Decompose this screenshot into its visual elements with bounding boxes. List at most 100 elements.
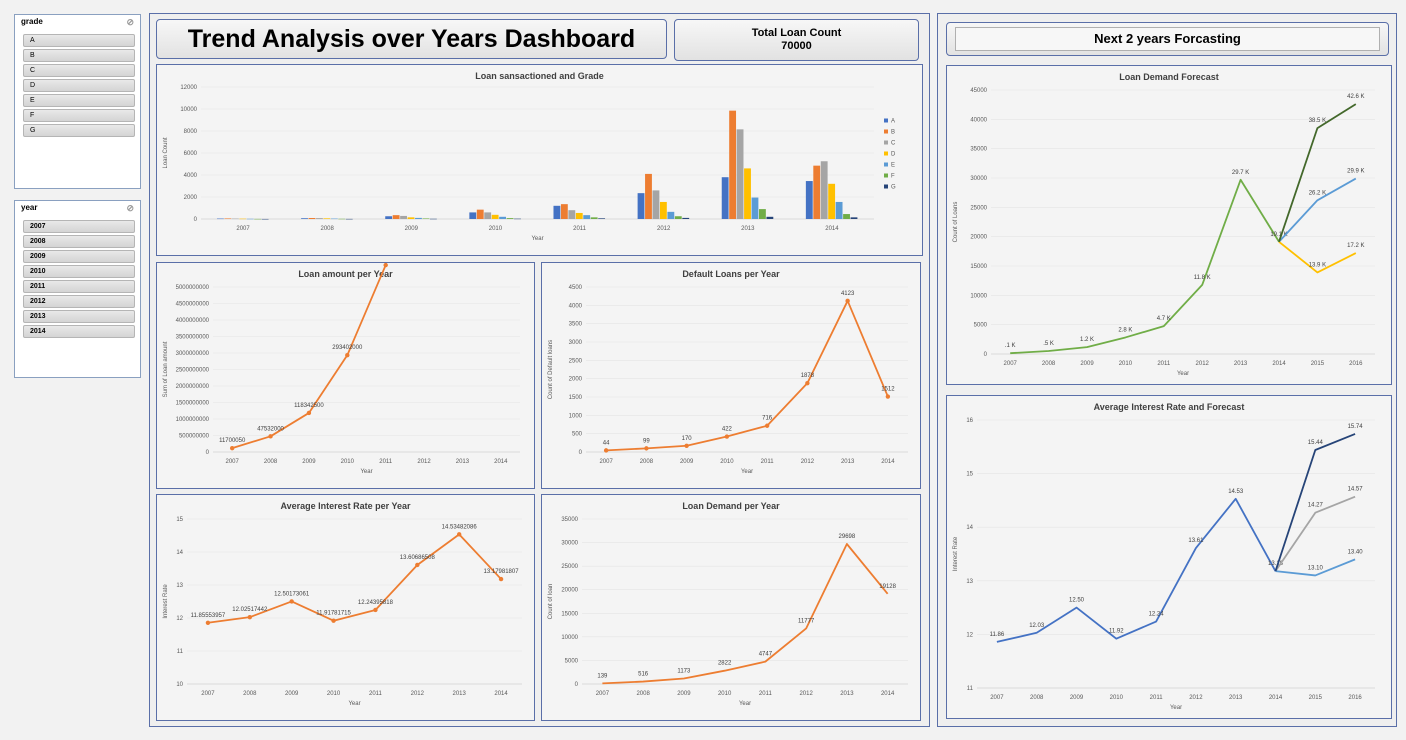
grade-slicer-item[interactable]: A [23,34,135,47]
filter-clear-icon[interactable]: ⊘ [126,203,134,214]
bar [722,177,729,219]
x-tick-label: 2014 [825,226,839,232]
grade-slicer-item[interactable]: D [23,79,135,92]
grade-slicer-header: grade ⊘ [15,15,140,33]
data-label: 1.2 K [1080,337,1094,343]
y-axis-label: Interest Rate [163,584,169,619]
year-slicer-item[interactable]: 2007 [23,220,135,233]
year-slicer-item[interactable]: 2010 [23,265,135,278]
y-axis-label: Count of loan [548,584,554,620]
x-tick-label: 2012 [417,459,431,465]
bar [247,219,254,220]
legend-label: A [891,119,895,125]
data-label: 716 [762,416,773,422]
data-label: 11.8 K [1194,275,1211,281]
legend-label: F [891,174,895,180]
grade-slicer-item[interactable]: E [23,94,135,107]
x-tick-label: 2015 [1309,695,1323,701]
x-tick-label: 2014 [1269,695,1283,701]
data-point [457,532,461,536]
data-label: 2822 [718,661,732,667]
data-label: 293402000 [332,345,363,351]
bar [851,217,858,219]
data-label: 12.24395818 [358,600,394,606]
bar [217,219,224,220]
year-slicer-item[interactable]: 2008 [23,235,135,248]
x-tick-label: 2016 [1348,695,1362,701]
grade-slicer-item[interactable]: C [23,64,135,77]
y-tick-label: 25000 [970,205,987,211]
data-label: 4747 [759,652,773,658]
legend-label: D [891,152,896,158]
data-point [383,263,387,267]
chart-title: Loan Demand per Year [682,501,780,511]
x-axis-label: Year [741,469,753,475]
year-slicer[interactable]: year ⊘ 2007 2008 2009 2010 2011 2012 2013 2014 [14,200,141,378]
year-slicer-item[interactable]: 2009 [23,250,135,263]
year-slicer-item[interactable]: 2011 [23,280,135,293]
bar [583,215,590,219]
year-slicer-item[interactable]: 2013 [23,310,135,323]
data-label: 11.91781715 [316,611,351,617]
y-tick-label: 500 [572,432,583,438]
legend-label: G [891,185,896,191]
bar [239,219,246,220]
legend-swatch [884,119,888,123]
page-title: Trend Analysis over Years Dashboard [157,20,666,58]
x-tick-label: 2008 [264,459,278,465]
data-point [644,446,648,450]
data-label: 19128 [879,584,896,590]
y-tick-label: 4000 [569,303,583,309]
bar [836,202,843,219]
chart-title: Default Loans per Year [682,269,780,279]
y-tick-label: 5000 [974,323,988,329]
bar [346,219,353,220]
y-tick-label: 40000 [970,117,987,123]
data-label: 29.7 K [1232,170,1249,176]
data-point [499,577,503,581]
series-line [1279,104,1356,242]
bar [507,218,514,219]
bar [744,168,751,219]
forecast-banner: Next 2 years Forcasting [946,22,1389,56]
data-label: 12.02517442 [232,607,268,613]
data-label: 14.27 [1308,503,1324,509]
legend-swatch [884,130,888,134]
y-tick-label: 15 [966,472,973,478]
filter-clear-icon[interactable]: ⊘ [126,17,134,28]
bar [338,219,345,220]
data-point [268,434,272,438]
data-label: 139 [597,673,608,679]
year-slicer-item[interactable]: 2014 [23,325,135,338]
y-tick-label: 20000 [561,588,578,594]
bar [766,217,773,219]
bar [408,217,415,219]
y-tick-label: 16 [966,418,973,424]
y-tick-label: 6000 [184,151,198,157]
bar [224,218,231,219]
data-label: 14.53482086 [442,524,478,530]
grade-slicer-item[interactable]: G [23,124,135,137]
x-tick-label: 2008 [321,226,335,232]
y-tick-label: 45000 [970,88,987,94]
y-tick-label: 1500 [569,395,583,401]
data-label: 29698 [839,534,856,540]
year-slicer-item[interactable]: 2012 [23,295,135,308]
data-label: 1878 [801,373,815,379]
x-tick-label: 2011 [1157,361,1171,367]
data-label: 99 [643,438,650,444]
chart-title: Average Interest Rate and Forecast [1094,402,1245,412]
x-tick-label: 2013 [456,459,470,465]
grade-slicer-item[interactable]: B [23,49,135,62]
bar [232,219,239,220]
forecast-title: Next 2 years Forcasting [956,28,1379,50]
data-label: 11.85553957 [191,613,226,619]
grade-slicer-item[interactable]: F [23,109,135,122]
x-tick-label: 2012 [657,226,671,232]
dashboard-title-banner: Trend Analysis over Years Dashboard [156,19,667,59]
data-point [289,599,293,603]
legend-label: B [891,130,895,136]
x-tick-label: 2009 [302,459,316,465]
x-axis-label: Year [360,469,372,475]
